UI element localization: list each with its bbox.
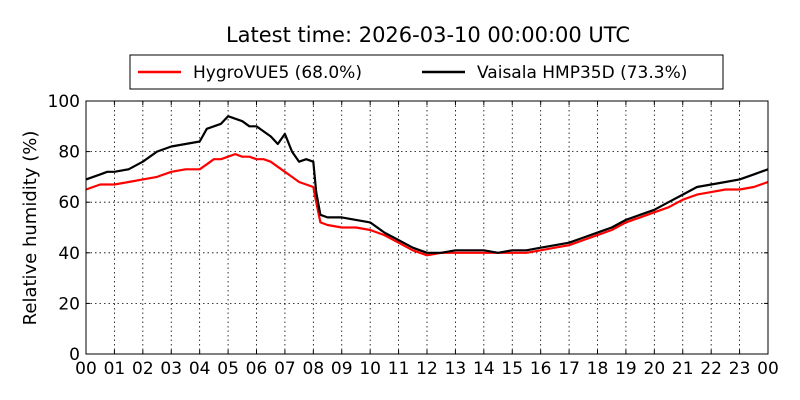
legend-label-vaisala: Vaisala HMP35D (73.3%) [477,63,687,83]
series-line-vaisala [85,115,769,254]
x-tick-label: 05 [217,359,239,379]
x-tick-label: 00 [75,359,97,379]
legend: HygroVUE5 (68.0%) Vaisala HMP35D (73.3%) [129,54,724,90]
y-tick-label: 40 [58,244,80,264]
series-lines [85,115,769,257]
x-tick-label: 16 [530,359,552,379]
x-tick-label: 06 [246,359,268,379]
x-tick-label: 15 [501,359,523,379]
x-tick-label: 20 [644,359,666,379]
y-tick-label: 0 [69,345,80,365]
x-tick-label: 01 [104,359,126,379]
y-tick-label: 20 [58,294,80,314]
x-ticks: 00 01 02 03 04 05 06 07 08 09 10 11 12 13 14 15 16 17 18 19… [75,101,779,379]
y-ticks: 0 20 40 60 80 100 [48,92,768,365]
x-tick-label: 07 [274,359,296,379]
x-tick-label: 09 [331,359,353,379]
y-tick-label: 100 [48,92,80,112]
x-tick-label: 17 [558,359,580,379]
series-line-hygrovue5 [85,153,769,257]
x-tick-label: 13 [445,359,467,379]
x-tick-label: 10 [359,359,381,379]
x-tick-label: 21 [672,359,694,379]
x-tick-label: 08 [303,359,325,379]
grid [86,101,768,354]
x-tick-label: 12 [416,359,438,379]
y-axis-label: Relative humidity (%) [20,131,41,326]
x-tick-label: 22 [700,359,722,379]
x-tick-label: 19 [615,359,637,379]
chart-title: Latest time: 2026-03-10 00:00:00 UTC [226,23,630,47]
y-tick-label: 60 [58,193,80,213]
y-tick-label: 80 [58,143,80,163]
legend-label-hygrovue5: HygroVUE5 (68.0%) [193,63,362,83]
x-tick-label: 02 [132,359,154,379]
x-tick-label: 00 [757,359,779,379]
x-tick-label: 03 [160,359,182,379]
x-tick-label: 18 [587,359,609,379]
x-tick-label: 11 [388,359,410,379]
x-tick-label: 14 [473,359,495,379]
x-tick-label: 23 [729,359,751,379]
x-tick-label: 04 [189,359,211,379]
